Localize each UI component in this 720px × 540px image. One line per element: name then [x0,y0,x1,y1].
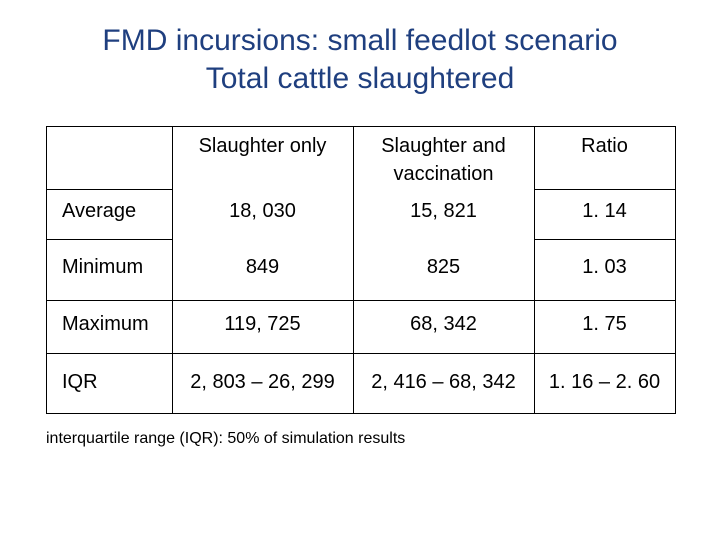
table-divider [534,189,675,190]
maximum-slaughter-vaccination: 68, 342 [410,313,477,335]
row-label-iqr: IQR [62,371,98,393]
table-divider [534,127,535,413]
slide-title-line2: Total cattle slaughtered [205,62,515,95]
row-label-average: Average [62,200,137,222]
header-slaughter-vaccination-line2: vaccination [393,163,494,185]
row-label-maximum: Maximum [62,313,149,335]
header-ratio: Ratio [581,135,628,157]
table-divider [172,127,173,413]
minimum-slaughter-vaccination: 825 [426,256,461,278]
average-slaughter-vaccination: 15, 821 [410,200,477,222]
results-table: Slaughter only Slaughter and vaccination… [46,126,676,414]
minimum-slaughter-only: 849 [245,256,280,278]
maximum-slaughter-only: 119, 725 [224,313,301,335]
table-divider [47,353,675,354]
iqr-slaughter-only: 2, 803 – 26, 299 [190,371,335,393]
iqr-slaughter-vaccination: 2, 416 – 68, 342 [371,371,516,393]
footnote: interquartile range (IQR): 50% of simula… [46,430,406,447]
average-ratio: 1. 14 [582,200,627,222]
average-slaughter-only: 18, 030 [229,200,296,222]
header-slaughter-vaccination-line1: Slaughter and [381,135,506,157]
iqr-ratio: 1. 16 – 2. 60 [548,371,661,393]
table-divider [534,239,675,240]
table-divider [47,189,172,190]
row-label-minimum: Minimum [62,256,144,278]
table-divider [47,239,172,240]
minimum-ratio: 1. 03 [582,256,627,278]
table-divider [353,127,354,413]
header-slaughter-only: Slaughter only [198,135,327,157]
slide-title-line1: FMD incursions: small feedlot scenario [102,24,618,57]
maximum-ratio: 1. 75 [582,313,627,335]
table-divider [47,300,675,301]
